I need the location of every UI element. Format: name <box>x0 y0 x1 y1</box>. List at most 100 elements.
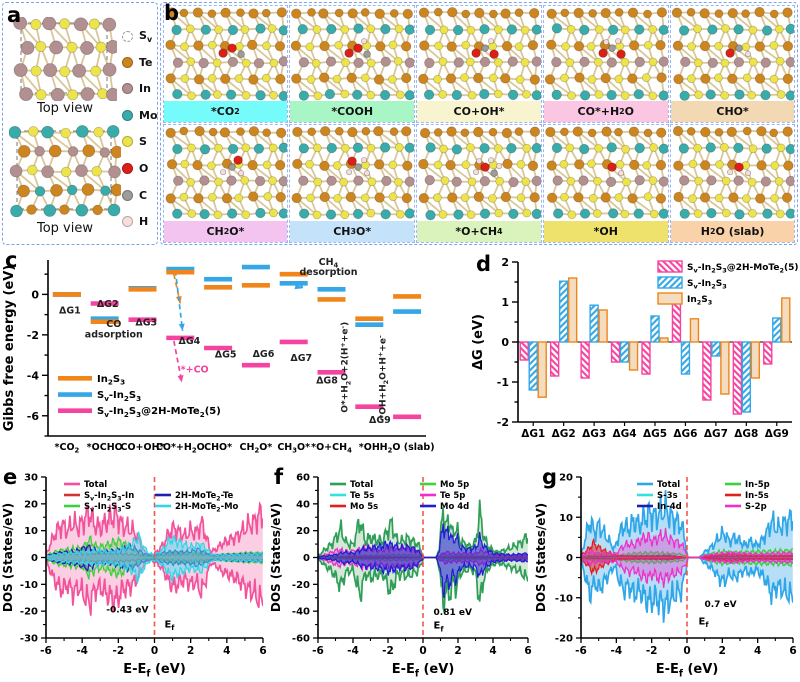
bar-ΔG9-s0 <box>763 341 773 365</box>
svg-text:4: 4 <box>223 645 230 657</box>
svg-text:20: 20 <box>296 526 310 537</box>
svg-text:Total: Total <box>657 480 680 490</box>
svg-text:ΔG2: ΔG2 <box>97 299 119 310</box>
bar-ΔG6-s1 <box>680 341 691 375</box>
svg-text:CH4: CH4 <box>319 257 339 270</box>
svg-text:Sv-In2S3: Sv-In2S3 <box>687 279 727 291</box>
svg-text:In2S3: In2S3 <box>97 374 125 387</box>
species-cell-9: *OH <box>542 124 669 243</box>
bar-ΔG3-s1 <box>589 304 599 343</box>
svg-text:Te 5s: Te 5s <box>350 491 374 501</box>
svg-text:-4: -4 <box>76 645 88 657</box>
svg-text:E-Ef (eV): E-Ef (eV) <box>123 662 186 680</box>
h-atom-icon <box>122 216 133 228</box>
svg-text:Sv-In2S3-In: Sv-In2S3-In <box>84 491 134 502</box>
lattice <box>164 6 288 101</box>
svg-text:-2: -2 <box>382 645 394 657</box>
atom-legend-label: O <box>139 162 149 175</box>
svg-text:-2: -2 <box>646 645 658 657</box>
species-label: *O+CH 4 <box>417 220 541 242</box>
atom-legend: Sv Te In Mo S O C H <box>122 29 158 243</box>
svg-text:60: 60 <box>296 473 310 484</box>
atom-legend-item-O: O <box>122 162 148 175</box>
atom-legend-label: Sv <box>139 29 153 45</box>
adsorbate-atoms <box>607 162 625 177</box>
svg-text:-60: -60 <box>292 634 310 645</box>
species-cell-3: CO+OH* <box>416 4 542 123</box>
svg-text:ΔG5: ΔG5 <box>215 350 237 361</box>
species-cell-7: CH 3 O* <box>289 124 416 243</box>
panel-g: g -20 -10 0 10 20 -6 -4 -2 0 2 4 6 DOS (States/eV) E-… <box>533 465 800 682</box>
svg-text:-20: -20 <box>20 607 38 618</box>
species-structure-image <box>418 6 541 100</box>
atom-legend-item-Te: Te <box>122 56 153 69</box>
species-structure-image <box>291 7 415 101</box>
panel-g-label: g <box>542 465 558 489</box>
species-label: *OH <box>543 220 668 242</box>
panel-d: d 2 1 0 -1 -2 ΔG (eV) ΔG1 ΔG2 ΔG3 ΔG4 ΔG5 ΔG6 ΔG7 ΔG8… <box>430 246 800 472</box>
panel-e-label: e <box>3 465 18 489</box>
structure-caption-1: Top view <box>36 101 93 116</box>
svg-text:2: 2 <box>187 645 194 657</box>
svg-text:S-3s: S-3s <box>657 491 678 501</box>
species-structure-image <box>164 6 288 101</box>
species-label: CH 3 O* <box>290 220 415 242</box>
o-atom-icon <box>122 163 133 174</box>
bar-ΔG6-s2 <box>689 318 700 343</box>
svg-text:CO: CO <box>106 319 121 330</box>
bar-ΔG8-s2 <box>750 341 761 379</box>
panel-c: c 0 -2 -4 -6 Gibbs free energy (eV) *CO2 *OCHO… <box>0 246 460 472</box>
svg-text:0.7 eV: 0.7 eV <box>704 600 736 610</box>
svg-text:2: 2 <box>719 645 726 657</box>
species-label: CO*+H 2 O <box>543 101 668 122</box>
svg-text:-4: -4 <box>610 645 622 657</box>
svg-text:20: 20 <box>559 473 573 484</box>
svg-text:ΔG8: ΔG8 <box>316 375 338 386</box>
dos-curve <box>318 556 528 613</box>
species-structure-image <box>671 6 795 101</box>
svg-text:6: 6 <box>789 645 796 657</box>
bar-ΔG9-s1 <box>772 317 782 343</box>
c-atom-icon <box>122 189 133 201</box>
svg-text:DOS (States/eV): DOS (States/eV) <box>269 503 283 612</box>
svg-text:CH3O*: CH3O* <box>277 442 310 455</box>
species-cell-8: *O+CH 4 <box>416 124 542 243</box>
species-structure-image <box>418 126 541 221</box>
adsorbate-atoms <box>217 42 245 58</box>
svg-text:E-Ef (eV): E-Ef (eV) <box>656 662 719 680</box>
svg-text:0: 0 <box>303 553 310 564</box>
svg-text:0.81 eV: 0.81 eV <box>434 608 472 618</box>
svg-text:Sv-In2S3@2H-MoTe2(5): Sv-In2S3@2H-MoTe2(5) <box>687 263 798 275</box>
svg-text:*OCHO: *OCHO <box>87 442 123 453</box>
svg-text:O*+H2O+2(H++e-): O*+H2O+2(H++e-) <box>339 322 352 413</box>
sv-atom-icon <box>122 31 133 43</box>
svg-text:Mo 5p: Mo 5p <box>440 480 469 490</box>
panel-b-label: b <box>164 1 180 25</box>
svg-text:Te 5p: Te 5p <box>440 491 465 501</box>
svg-text:ΔG4: ΔG4 <box>178 336 200 347</box>
lattice <box>544 6 668 101</box>
svg-text:1: 1 <box>501 296 509 309</box>
svg-text:6: 6 <box>524 645 531 657</box>
lattice <box>9 125 121 217</box>
lattice <box>291 7 415 101</box>
bar-ΔG7-s0 <box>702 341 712 401</box>
species-label: CO+OH* <box>417 101 541 122</box>
svg-text:-4: -4 <box>27 369 40 382</box>
svg-text:0: 0 <box>31 553 38 564</box>
bar-ΔG1-s0 <box>519 341 529 361</box>
svg-text:In2S3: In2S3 <box>687 295 712 307</box>
svg-text:ΔG5: ΔG5 <box>643 428 667 440</box>
dos-fill-5 <box>318 523 528 598</box>
svg-text:-1: -1 <box>497 376 509 389</box>
svg-text:-0.43 eV: -0.43 eV <box>106 606 148 616</box>
bar-ΔG5-s2 <box>659 337 669 343</box>
species-label: CH 2 O* <box>163 220 288 242</box>
svg-text:4: 4 <box>754 645 761 657</box>
svg-text:-2: -2 <box>27 329 39 342</box>
atom-legend-item-In: In <box>122 82 151 95</box>
svg-text:-6: -6 <box>27 410 40 423</box>
